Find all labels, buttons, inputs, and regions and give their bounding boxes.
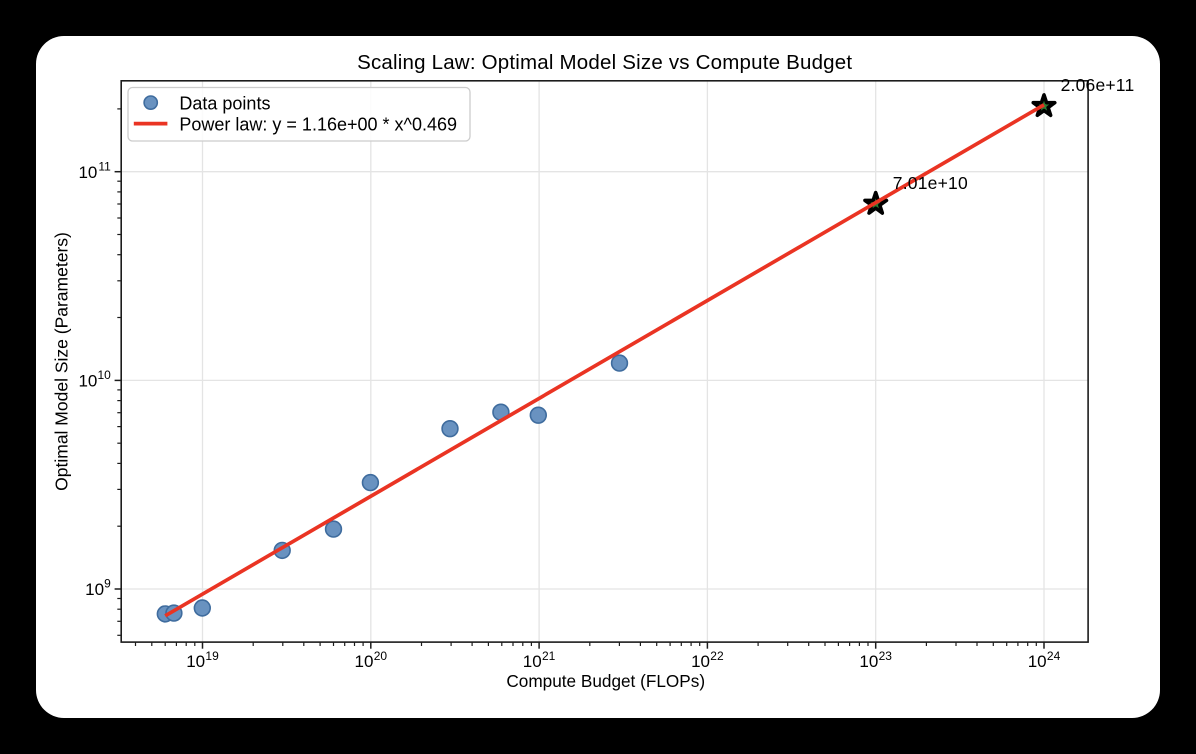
svg-text:2.06e+11: 2.06e+11: [1061, 75, 1135, 95]
svg-text:Optimal Model Size (Parameters: Optimal Model Size (Parameters): [52, 232, 72, 491]
svg-text:10: 10: [859, 652, 878, 671]
svg-text:20: 20: [374, 649, 388, 663]
svg-text:Power law: y = 1.16e+00 * x^0.: Power law: y = 1.16e+00 * x^0.469: [179, 114, 457, 134]
svg-text:23: 23: [879, 649, 893, 663]
svg-text:24: 24: [1047, 649, 1061, 663]
svg-text:10: 10: [78, 372, 97, 391]
svg-text:10: 10: [355, 652, 374, 671]
svg-text:10: 10: [691, 652, 710, 671]
svg-text:Compute Budget (FLOPs): Compute Budget (FLOPs): [506, 671, 705, 691]
svg-text:Data points: Data points: [179, 94, 270, 114]
svg-text:19: 19: [205, 649, 219, 663]
svg-text:Scaling Law: Optimal Model Siz: Scaling Law: Optimal Model Size vs Compu…: [357, 51, 852, 74]
svg-text:10: 10: [97, 368, 111, 382]
svg-text:21: 21: [542, 649, 556, 663]
svg-text:10: 10: [78, 163, 97, 182]
svg-text:10: 10: [85, 580, 104, 599]
svg-text:7.01e+10: 7.01e+10: [893, 173, 968, 193]
svg-text:11: 11: [98, 159, 111, 173]
svg-text:10: 10: [186, 652, 205, 671]
svg-text:9: 9: [104, 577, 111, 591]
svg-text:10: 10: [523, 652, 542, 671]
svg-text:22: 22: [710, 649, 724, 663]
svg-text:10: 10: [1028, 652, 1047, 671]
